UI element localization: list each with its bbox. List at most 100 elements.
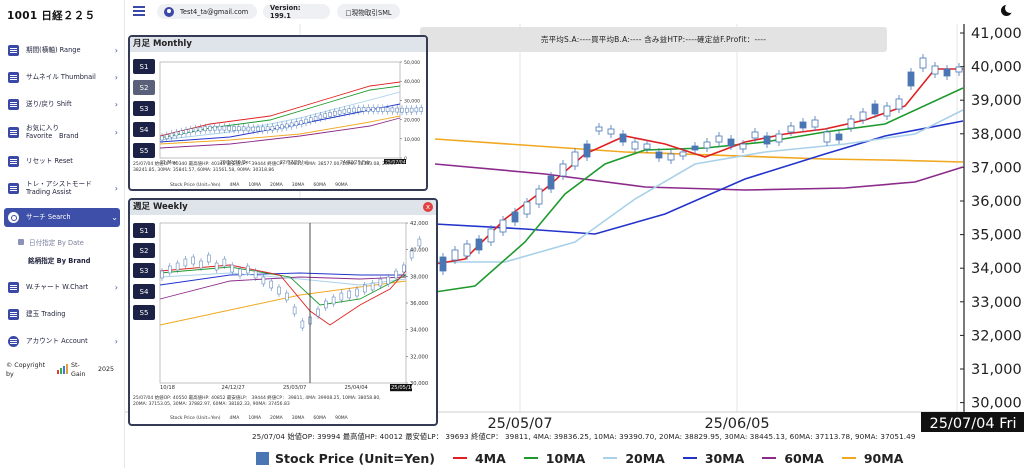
chevron-right-icon: ›	[114, 337, 118, 346]
mini-candle-body	[199, 260, 203, 269]
mini-candle-body	[395, 107, 399, 113]
legend-label: 60MA	[784, 450, 824, 466]
y-tick-label: 34,000	[971, 261, 1022, 277]
mini-ma-line	[159, 264, 407, 326]
sidebar-item-shift[interactable]: 送り/戻り Shift ›	[4, 99, 120, 110]
mini-candle-body	[370, 282, 375, 291]
mini-y-tick-label: 42,000	[410, 221, 428, 227]
mini-ma-line	[159, 81, 401, 137]
mini-candle-body	[214, 262, 219, 271]
mini-y-tick-label: 38,000	[410, 274, 428, 280]
search-icon	[8, 212, 19, 223]
mini-x-tick-label: 22/07/29 Jul	[280, 160, 308, 164]
user-pill[interactable]: Test4_ta@gmail.com	[157, 4, 257, 19]
mini-candle-body	[169, 132, 174, 138]
main-chart[interactable]: 41,000 40,000 39,000 38,000 37,000 36,000 35,0…	[125, 24, 1024, 445]
weekly-s5-button[interactable]: S5	[133, 305, 155, 320]
candle-body	[799, 121, 807, 129]
chevron-right-icon: ›	[114, 127, 118, 137]
mini-candle-body	[316, 308, 320, 317]
mini-candle-body	[352, 107, 356, 113]
candle-body	[487, 228, 495, 243]
candle-body	[835, 133, 843, 141]
mini-candle-body	[207, 254, 211, 263]
favorite-icon	[8, 126, 19, 138]
mini-y-tick-label: 30,000	[404, 98, 420, 104]
chart-icon	[8, 282, 19, 293]
candle-body	[523, 201, 531, 215]
sidebar-item-range[interactable]: 期間(横軸) Range ›	[4, 45, 120, 56]
legend-label: 10MA	[545, 450, 586, 466]
monthly-ohlc: 25/07/04 始値OP: 40340 最高値HP: 40340 最安値LP：…	[133, 162, 397, 174]
sidebar-subitem-by-date[interactable]: 日付指定 By Date	[18, 237, 84, 247]
weekly-ohlc: 25/07/04 始値OP: 40550 最高値HP: 40852 最安値LP：…	[133, 396, 381, 408]
top-bar: Test4_ta@gmail.com Version: 199.1 □現物取引S…	[125, 0, 1024, 24]
weekly-chart-svg: 42,000 40,000 38,000 36,000 34,000 32,000 30,0…	[159, 221, 428, 392]
candle-body	[775, 133, 783, 143]
mini-candle-body	[390, 107, 395, 113]
mini-y-tick-label: 40,000	[410, 248, 428, 254]
version-badge: Version: 199.1	[263, 4, 330, 20]
y-tick-label: 30,000	[971, 396, 1022, 412]
monthly-s3-button[interactable]: S3	[133, 101, 155, 116]
candle-body	[451, 249, 459, 261]
candle-body	[883, 105, 891, 117]
candle-body	[763, 135, 771, 145]
mini-candle-body	[339, 292, 344, 301]
mini-candle-body	[323, 113, 327, 118]
sidebar-subitem-by-brand[interactable]: 銘柄指定 By Brand	[28, 257, 91, 265]
mini-candle-body	[381, 107, 385, 112]
monthly-s2-button[interactable]: S2	[133, 80, 155, 95]
legend-item: 10MA	[506, 450, 586, 466]
mode-toggle[interactable]: □現物取引SML	[337, 4, 400, 19]
sidebar-item-reset[interactable]: リセット Reset	[4, 156, 120, 167]
sidebar-item-account[interactable]: アカウント Account ›	[4, 336, 120, 347]
weekly-s4-button[interactable]: S4	[133, 284, 155, 299]
mini-x-tick-label: 10/18	[160, 385, 175, 391]
mini-candle-body	[378, 278, 383, 287]
monthly-s1-button[interactable]: S1	[133, 59, 155, 74]
menu-icon[interactable]	[133, 6, 145, 16]
weekly-panel[interactable]: 週足 Weekly x S1 S2 S3 S4 S5 42,000 40,000 3…	[128, 198, 438, 426]
weekly-s2-button[interactable]: S2	[133, 243, 155, 258]
trading-icon	[8, 309, 19, 320]
mini-candle-body	[277, 286, 281, 295]
weekly-s3-button[interactable]: S3	[133, 263, 155, 278]
candle-body	[595, 126, 603, 132]
sidebar-item-wchart[interactable]: W.チャート W.Chart ›	[4, 282, 120, 293]
mini-candle-body	[213, 125, 217, 131]
mini-candle-body	[251, 126, 255, 132]
candle-body	[475, 238, 483, 251]
mini-candle-body	[198, 126, 203, 132]
sidebar-item-thumbnail[interactable]: サムネイル Thumbnail ›	[4, 72, 120, 83]
dark-mode-icon[interactable]	[1001, 3, 1015, 16]
candle-body	[943, 68, 951, 77]
ohlc-readout: 25/07/04 始値OP: 39994 最高値HP: 40012 最安値LP：…	[252, 432, 916, 441]
monthly-s4-button[interactable]: S4	[133, 122, 155, 137]
assist-icon	[8, 182, 19, 194]
candle-body	[919, 57, 927, 69]
mini-candle-body	[324, 300, 328, 309]
mini-candle-body	[371, 107, 375, 112]
monthly-s5-button[interactable]: S5	[133, 143, 155, 158]
monthly-panel[interactable]: 月足 Monthly S1 S2 S3 S4 S5 50,000 40,000 30…	[128, 35, 428, 191]
mini-candle-body	[232, 126, 236, 131]
mini-candle-body	[275, 125, 279, 130]
mini-candle-body	[419, 107, 423, 112]
sidebar-item-trading[interactable]: 建玉 Trading	[4, 309, 120, 320]
legend-label: 4MA	[474, 450, 506, 466]
mini-candle-body	[376, 107, 380, 112]
ma-line	[434, 163, 964, 191]
sidebar-item-favorite[interactable]: お気に入り Favorite Brand ›	[4, 124, 120, 140]
weekly-s1-button[interactable]: S1	[133, 223, 155, 238]
copyright: © Copyright by St-Gain 2025	[6, 362, 115, 378]
sidebar-item-trading-assist[interactable]: トレ・アシストモード Trading Assist ›	[4, 180, 120, 196]
brand-title: 1001 日経２２５	[7, 10, 96, 22]
main-chart-svg: 41,000 40,000 39,000 38,000 37,000 36,000 35,0…	[125, 24, 1024, 432]
legend-swatch	[762, 457, 777, 459]
mini-candle-body	[309, 117, 313, 122]
close-icon[interactable]: x	[423, 202, 433, 212]
mini-candle-body	[300, 320, 305, 329]
mini-candle-body	[347, 108, 351, 113]
sidebar-item-search[interactable]: サーチ Search ⌄	[4, 208, 120, 227]
